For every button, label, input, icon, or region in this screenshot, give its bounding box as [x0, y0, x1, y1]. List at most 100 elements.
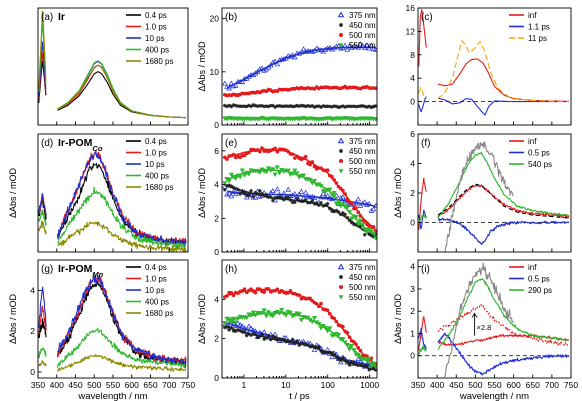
y-tick-label: 4	[410, 73, 415, 83]
series-450-nm-point	[297, 343, 301, 347]
legend-label: 1.0 ps	[145, 23, 167, 32]
legend-swatch	[338, 169, 344, 174]
series-1680-ps-line	[38, 10, 47, 89]
plot-area	[222, 146, 377, 241]
y-tick-label: 4	[30, 286, 35, 296]
series-500-nm-point	[225, 157, 229, 161]
y-axis-label: ΔAbs / mOD	[8, 167, 18, 218]
panel-label-main: Ir	[58, 11, 65, 23]
series-450-nm-point	[330, 351, 334, 355]
series-550-nm-fit	[226, 312, 377, 367]
series-inf-line	[418, 9, 427, 67]
series-450-nm-point	[238, 192, 242, 196]
series-450-nm-point	[284, 195, 288, 200]
series-375-nm-point	[226, 190, 232, 196]
series-unlabeled-4-line	[437, 183, 569, 219]
y-tick-label: 16	[406, 3, 416, 13]
legend-swatch	[339, 23, 343, 27]
series-550-nm-point	[364, 230, 370, 235]
x-tick-label: 650	[526, 380, 540, 390]
panel-c: 0 4 8 12 16 (c) inf 1.1 ps 11 ps	[406, 3, 572, 126]
series-450-nm-point	[332, 352, 336, 357]
series-375-nm-point	[337, 359, 344, 365]
legend-swatch	[339, 159, 343, 163]
series-450-nm-point	[264, 193, 269, 197]
series-10-ps-line	[38, 193, 47, 216]
series-450-nm-point	[341, 211, 345, 215]
series-450-nm-point	[266, 333, 271, 338]
series-500-nm-point	[325, 168, 330, 173]
panel-a: (a) Ir 0.4 ps 1.0 ps 10 ps 400 ps 1680 ps	[37, 7, 189, 126]
series-290-ps-line	[437, 278, 570, 350]
series-450-nm-point	[319, 201, 323, 205]
legend-label: 550 nm	[349, 293, 376, 302]
series-1_1-ps-line	[418, 96, 427, 113]
series-550-nm-point	[272, 172, 278, 178]
legend-label: 500 nm	[349, 31, 376, 40]
series-unlabeled-3-line	[444, 141, 514, 252]
y-tick-label: 2	[30, 326, 35, 336]
axes-frame	[221, 7, 378, 126]
series-450-nm-point	[242, 191, 247, 196]
legend-label: 10 ps	[145, 286, 165, 295]
series-550-nm-point	[318, 326, 324, 331]
series-375-nm-point	[298, 188, 305, 194]
y-tick-label: 8	[410, 50, 415, 60]
panel-letter: (b)	[225, 12, 237, 23]
series-375-nm-point	[292, 54, 298, 60]
series-450-nm-point	[273, 335, 277, 340]
legend-label: 10 ps	[145, 160, 165, 169]
x-tick-label: 550	[106, 380, 120, 390]
series-375-nm-point	[285, 186, 292, 192]
series-375-nm-point	[370, 46, 377, 52]
legend-label: inf	[528, 11, 537, 20]
y-axis-label: ΔAbs / mOD	[197, 41, 207, 92]
series-450-nm-point	[290, 200, 295, 205]
series-450-nm-point	[251, 103, 256, 107]
series-1_0-ps-line	[38, 305, 47, 335]
series-450-nm-fit	[227, 104, 376, 108]
series-1_1-ps-line	[437, 97, 569, 116]
panel-letter: (h)	[225, 264, 237, 275]
legend-swatch	[339, 149, 343, 153]
legend-swatch	[337, 263, 345, 270]
series-375-nm-point	[274, 186, 281, 192]
x-tick-label: 650	[143, 380, 157, 390]
series-550-nm-point	[261, 308, 267, 314]
legend-label: 11 ps	[528, 34, 547, 43]
series-375-nm-point	[368, 207, 375, 213]
series-450-nm-point	[233, 329, 238, 334]
series-450-nm-point	[334, 208, 339, 213]
series-450-nm-point	[341, 356, 345, 360]
series-550-nm-point	[239, 168, 245, 174]
legend-label: 400 ps	[145, 172, 169, 181]
y-tick-label: 2	[410, 306, 415, 316]
legend-label: 400 ps	[145, 46, 169, 55]
y-tick-label: 0	[214, 373, 219, 383]
series-550-nm-point	[270, 313, 276, 319]
x-axis-label: wavelength / nm	[459, 391, 529, 401]
series-550-nm-point	[311, 316, 318, 321]
legend-label: 500 nm	[349, 283, 376, 292]
series-375-nm-point	[232, 191, 239, 197]
legend-label: 375 nm	[349, 137, 376, 146]
series-450-nm-point	[325, 201, 330, 206]
series-375-nm-point	[300, 46, 307, 52]
series-450-nm-point	[258, 188, 262, 193]
series-375-nm-point	[355, 356, 362, 362]
series-450-nm-point	[349, 359, 354, 364]
series-450-nm-point	[371, 366, 376, 371]
legend-label: 0.4 ps	[145, 263, 167, 272]
legend-label: 0.4 ps	[145, 137, 167, 146]
series-540-ps-line	[418, 214, 427, 223]
series-450-nm-point	[260, 332, 264, 337]
series-550-nm-point	[274, 165, 280, 171]
x-tick-label: 700	[162, 380, 176, 390]
series-450-nm-point	[295, 103, 299, 108]
series-450-nm-point	[229, 104, 234, 109]
y-tick-label: 2	[214, 213, 219, 223]
series-450-nm-point	[369, 105, 374, 110]
x-tick-label: 1000	[360, 380, 379, 390]
series-375-nm-point	[243, 194, 250, 200]
